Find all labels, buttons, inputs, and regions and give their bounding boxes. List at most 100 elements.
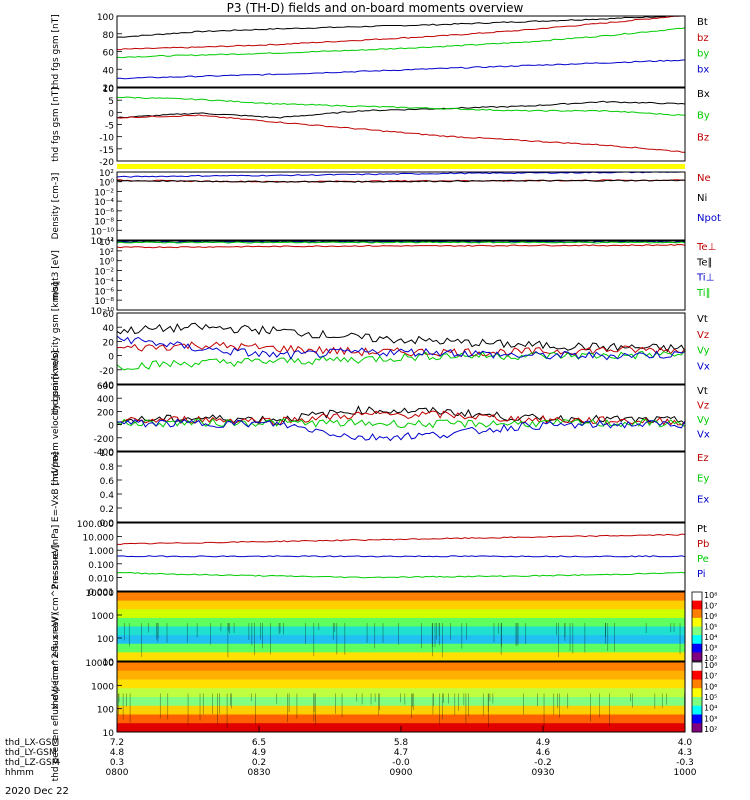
series-line-bz bbox=[116, 15, 685, 51]
series-line-Pi bbox=[116, 555, 686, 558]
legend-Pt: Pt bbox=[697, 524, 707, 535]
legend-Ey: Ey bbox=[697, 474, 709, 485]
spectrogram-band bbox=[117, 679, 685, 689]
legend-bx: bx bbox=[697, 64, 709, 75]
panel-density: Density [cm-3] bbox=[51, 171, 686, 241]
spectrogram-band bbox=[117, 652, 685, 662]
panel-frame bbox=[116, 240, 686, 311]
colorbar-segment bbox=[692, 662, 702, 672]
y-tick-label: 0.2 bbox=[100, 505, 114, 515]
series-line-Bx bbox=[116, 100, 686, 119]
y-tick-label: 0 bbox=[108, 353, 114, 363]
figure-title: P3 (TH-D) fields and on-board moments ov… bbox=[226, 1, 524, 15]
x-axis-value: 7.2 bbox=[110, 738, 124, 748]
spectrogram-band bbox=[117, 592, 685, 602]
x-axis-value: 4.9 bbox=[252, 748, 267, 758]
panel-ylabel: thd fgs gsm [nT] bbox=[51, 87, 61, 162]
colorbar-segment bbox=[692, 600, 702, 610]
colorbar-frame bbox=[691, 661, 703, 733]
series-line-Vx bbox=[116, 418, 686, 442]
x-axis-value: 0930 bbox=[532, 768, 555, 778]
panel-frame bbox=[116, 591, 686, 662]
spectrogram-band bbox=[117, 670, 685, 680]
colorbar-tick-label: 10⁸ bbox=[704, 591, 717, 600]
y-tick-label: 0.6 bbox=[100, 477, 115, 487]
colorbar-tick-label: 10² bbox=[704, 654, 717, 663]
x-axis-value: -0.3 bbox=[676, 758, 694, 768]
legend-Npot: Npot bbox=[697, 213, 721, 224]
y-tick-label: 0.100 bbox=[88, 561, 114, 571]
series-line-Pb bbox=[116, 533, 686, 546]
legend-Ni: Ni bbox=[697, 193, 707, 204]
spectrogram-band bbox=[117, 617, 685, 627]
legend-Vy: Vy bbox=[697, 415, 710, 426]
panel-frame bbox=[116, 522, 686, 592]
x-axis-value: 1000 bbox=[674, 768, 697, 778]
y-tick-label: 0.0 bbox=[100, 519, 115, 529]
y-tick-label: 10⁻² bbox=[94, 268, 114, 278]
x-axis-value: 4.0 bbox=[678, 738, 693, 748]
series-line-Vz bbox=[116, 410, 686, 426]
colorbar-segment bbox=[692, 688, 702, 698]
y-tick-label: 1000 bbox=[91, 612, 114, 622]
y-tick-label: 0 bbox=[108, 422, 114, 432]
legend-Te∥: Te∥ bbox=[696, 257, 713, 268]
panel-pressure: Pressure [nPa] bbox=[51, 522, 686, 592]
y-tick-label: 10⁻⁴ bbox=[94, 198, 114, 208]
y-tick-label: 10⁻⁴ bbox=[94, 277, 114, 287]
y-tick-label: 10⁻⁶ bbox=[94, 287, 114, 297]
colorbar-tick-label: 10³ bbox=[704, 644, 717, 653]
y-tick-label: 200 bbox=[97, 408, 114, 418]
colorbar-tick-label: 10⁵ bbox=[704, 623, 717, 632]
y-tick-label: 10⁻¹⁰ bbox=[91, 227, 115, 237]
legend-Vz: Vz bbox=[697, 330, 709, 341]
spectrogram-band bbox=[117, 609, 685, 619]
y-tick-label: 10000 bbox=[85, 659, 114, 669]
colorbar-tick-label: 10² bbox=[704, 725, 717, 734]
series-line-Vy bbox=[116, 349, 686, 371]
x-axis-row-label: thd_LZ-GSM bbox=[5, 758, 60, 768]
x-axis-value: 0800 bbox=[106, 768, 129, 778]
colorbar-segment bbox=[692, 723, 702, 733]
y-tick-label: 5 bbox=[108, 97, 114, 107]
y-tick-label: 0.8 bbox=[100, 463, 115, 473]
panel-frame bbox=[116, 451, 686, 523]
legend-Bz: Bz bbox=[697, 132, 709, 143]
y-tick-label: 20 bbox=[103, 84, 115, 94]
x-axis-value: 0830 bbox=[248, 768, 271, 778]
panel-ylabel: thd peir en eflux eV/ (cm^2-s- sr-eV) bbox=[51, 544, 61, 710]
panel-frame bbox=[116, 384, 686, 452]
panel-ylabel: thd fgs gsm [nT] bbox=[51, 14, 61, 89]
panel-fgs_gsm_comp: thd fgs gsm [nT] bbox=[51, 87, 686, 162]
series-line-Bt bbox=[116, 15, 685, 38]
spectrogram-band bbox=[117, 697, 685, 707]
x-axis-value: -0.2 bbox=[534, 758, 552, 768]
y-tick-label: 10⁰ bbox=[99, 258, 114, 268]
x-axis-value: 0900 bbox=[390, 768, 413, 778]
panel-peem_velocity: thd peem velocity gsm [km/s] bbox=[51, 350, 686, 486]
colorbar-segment bbox=[692, 652, 702, 662]
series-line-By bbox=[116, 96, 685, 116]
colorbar-segment bbox=[692, 592, 702, 602]
y-tick-label: 10² bbox=[99, 169, 114, 179]
legend-Vy: Vy bbox=[697, 346, 710, 357]
y-tick-label: 10⁻⁸ bbox=[94, 297, 114, 307]
colorbar-tick-label: 10⁶ bbox=[704, 682, 717, 691]
y-tick-label: -20 bbox=[99, 367, 114, 377]
y-tick-label: 10⁻¹² bbox=[91, 237, 115, 247]
x-axis-value: -0.0 bbox=[392, 758, 410, 768]
colorbar-segment bbox=[692, 643, 702, 653]
spectrogram-band bbox=[117, 626, 685, 636]
panel-ylabel: Density [cm-3] bbox=[51, 173, 61, 240]
x-axis-value: 0.2 bbox=[252, 758, 266, 768]
legend-Ex: Ex bbox=[697, 494, 709, 505]
y-tick-label: 400 bbox=[97, 395, 114, 405]
y-tick-label: 100 bbox=[97, 706, 114, 716]
panel-peim_velocity: thd peim velocity gsm [km/s] bbox=[51, 283, 686, 414]
series-line-Te⊥ bbox=[116, 243, 686, 249]
series-line-bx bbox=[116, 59, 686, 80]
colorbar-tick-label: 10⁶ bbox=[704, 612, 717, 621]
series-line-Ti∥ bbox=[116, 241, 686, 244]
series-line-Vx bbox=[116, 335, 686, 361]
y-tick-label: -200 bbox=[94, 435, 115, 445]
